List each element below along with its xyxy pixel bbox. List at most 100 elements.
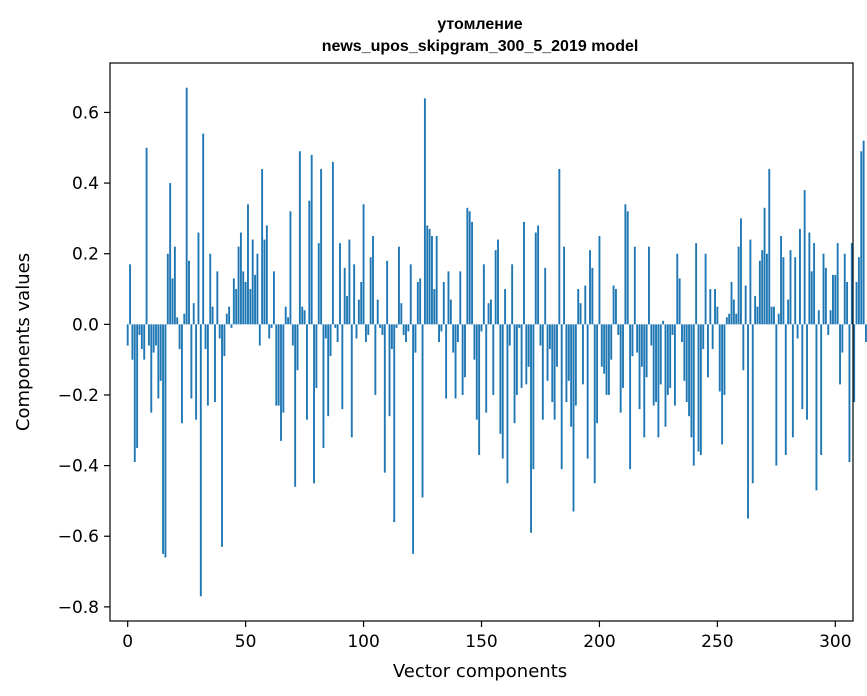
- bar: [183, 313, 186, 325]
- bar: [780, 236, 783, 325]
- bar: [284, 306, 287, 325]
- x-tick-label: 150: [465, 632, 497, 652]
- bar: [214, 324, 216, 403]
- bar: [756, 306, 759, 325]
- bar: [761, 250, 764, 325]
- bar: [664, 324, 667, 427]
- bar: [508, 324, 511, 346]
- bar: [202, 133, 205, 325]
- bar: [159, 324, 162, 381]
- bar: [136, 324, 139, 448]
- bar: [591, 267, 594, 325]
- bar: [454, 324, 457, 399]
- bar: [857, 257, 860, 325]
- bar: [832, 274, 834, 325]
- bar: [166, 253, 169, 325]
- bar: [808, 232, 811, 325]
- bar: [188, 260, 190, 325]
- bar: [548, 324, 551, 350]
- bar: [763, 207, 766, 325]
- bar: [218, 324, 221, 339]
- bar: [829, 310, 832, 325]
- bar: [206, 324, 209, 406]
- bar: [272, 271, 275, 325]
- bar: [855, 281, 858, 325]
- bar: [589, 250, 591, 325]
- bar: [681, 324, 683, 342]
- bar: [155, 324, 157, 346]
- bar: [308, 200, 311, 325]
- y-tick-label: −0.2: [58, 386, 99, 406]
- bar: [339, 243, 341, 325]
- bar: [329, 324, 332, 357]
- bar: [567, 324, 570, 381]
- bar: [558, 168, 561, 325]
- y-tick-label: −0.4: [58, 457, 99, 477]
- y-tick-label: 0.0: [72, 315, 99, 335]
- bar: [216, 271, 219, 325]
- bar: [211, 306, 214, 325]
- bar: [381, 324, 384, 335]
- bar: [556, 324, 558, 367]
- bar: [289, 211, 292, 325]
- bar: [593, 324, 596, 484]
- bar: [560, 324, 563, 470]
- bar: [544, 267, 547, 325]
- bar: [131, 324, 134, 360]
- bar: [475, 324, 478, 420]
- bar: [511, 264, 514, 325]
- bar: [445, 324, 448, 399]
- bar: [421, 324, 424, 498]
- bar: [685, 324, 688, 403]
- bar: [737, 246, 740, 325]
- bar: [374, 324, 377, 395]
- bar: [157, 324, 160, 399]
- bar: [178, 324, 181, 350]
- bar: [334, 324, 337, 328]
- bar: [600, 324, 603, 367]
- bar: [645, 324, 648, 378]
- bar: [732, 299, 735, 325]
- bar: [324, 324, 327, 339]
- bar: [350, 324, 353, 438]
- bar: [313, 324, 315, 484]
- bar: [317, 243, 320, 325]
- bar: [143, 324, 146, 360]
- bar: [704, 253, 707, 325]
- bar: [579, 303, 582, 325]
- bar: [355, 324, 358, 339]
- bar: [489, 299, 492, 325]
- bar: [138, 324, 141, 335]
- bar: [164, 324, 167, 558]
- plot-frame: [109, 62, 854, 622]
- bar: [777, 313, 780, 325]
- bar: [515, 324, 518, 395]
- bar: [513, 324, 516, 424]
- bar: [655, 324, 657, 403]
- bar: [796, 324, 799, 339]
- bar: [794, 257, 797, 325]
- bar: [709, 289, 712, 325]
- bar: [362, 204, 365, 325]
- bar: [581, 324, 584, 385]
- bar: [638, 324, 641, 410]
- bar: [624, 204, 627, 325]
- bar: [718, 324, 721, 392]
- bar: [256, 253, 259, 325]
- bar: [383, 324, 386, 473]
- x-tick-label: 100: [347, 632, 379, 652]
- bar: [428, 228, 431, 325]
- bar: [150, 324, 153, 413]
- bar: [725, 317, 728, 325]
- bar: [270, 324, 273, 328]
- bar: [843, 253, 846, 325]
- bar: [673, 324, 676, 406]
- bar: [393, 324, 396, 523]
- bar: [301, 306, 304, 325]
- chart-title-line2: news_upos_skipgram_300_5_2019 model: [322, 38, 639, 55]
- bar: [225, 313, 228, 325]
- bar: [744, 285, 747, 325]
- bar: [678, 278, 681, 325]
- bar: [440, 324, 443, 332]
- bar: [204, 324, 207, 350]
